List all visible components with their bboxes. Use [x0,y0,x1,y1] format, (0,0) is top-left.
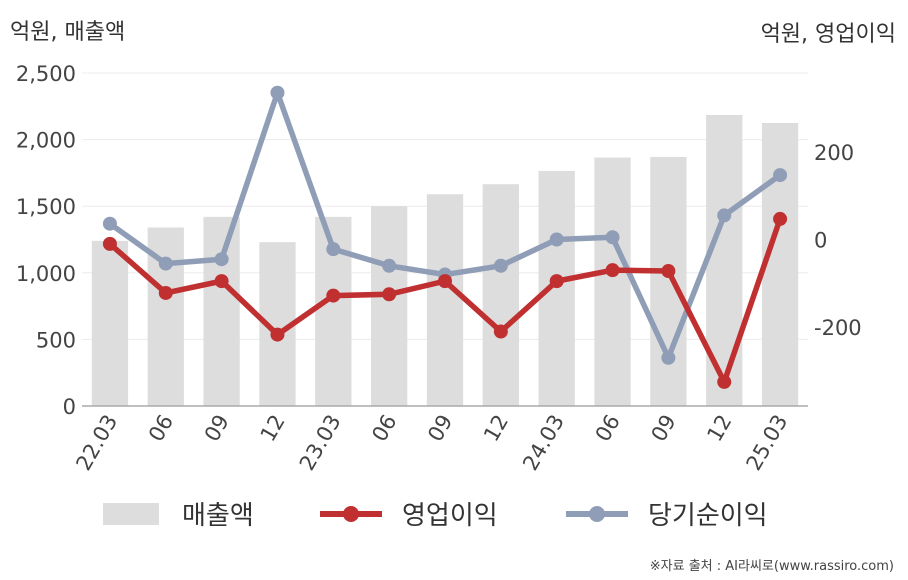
left-axis-unit-label: 억원, 매출액 [10,20,126,45]
point-operating-profit [717,374,732,389]
left-tick-label: 500 [36,328,76,352]
point-operating-profit [661,264,676,279]
right-tick-label: 200 [814,141,854,165]
point-operating-profit [438,274,452,289]
left-tick-label: 1,500 [16,195,76,219]
bar-revenue [594,157,631,406]
x-tick-label: 06 [591,411,625,446]
x-tick-label: 06 [144,411,178,446]
x-tick-label: 12 [702,411,736,446]
x-tick-label: 25.03 [742,411,793,475]
point-net-income [102,216,117,231]
bar-revenue [91,240,129,406]
legend-swatch-revenue [103,503,159,525]
right-tick-label: -200 [814,316,862,340]
bar-revenue [650,156,687,406]
point-operating-profit [382,287,397,302]
x-tick-label: 06 [367,411,401,446]
point-operating-profit [549,274,564,289]
left-tick-label: 0 [63,395,76,419]
x-tick-label: 12 [479,411,513,446]
point-operating-profit [158,285,173,300]
bar-revenue [426,194,464,406]
left-tick-label: 1,000 [16,262,76,286]
x-tick-label: 23.03 [295,411,346,475]
point-net-income [661,350,676,365]
point-operating-profit [214,274,229,289]
bar-revenue [538,170,575,406]
right-tick-label: 0 [814,229,827,253]
legend-label-revenue: 매출액 [182,501,254,531]
x-tick-label: 12 [256,411,290,446]
point-net-income [773,168,788,183]
x-tick-label: 24.03 [518,411,569,475]
x-tick-label: 09 [200,411,234,446]
point-operating-profit [493,324,508,339]
bar-revenue [761,122,799,406]
point-net-income [214,252,229,267]
point-operating-profit [326,288,341,303]
bar-revenue [371,206,408,406]
source-credit: ※자료 출처 : AI라씨로(www.rassiro.com) [649,559,894,574]
point-net-income [549,232,564,247]
point-operating-profit [270,327,285,342]
x-tick-label: 09 [647,411,681,446]
left-tick-label: 2,500 [16,62,76,86]
bar-revenue [203,216,240,406]
point-net-income [605,230,620,245]
point-net-income [717,208,732,223]
point-net-income [382,258,397,273]
left-tick-label: 2,000 [16,129,76,153]
legend-marker-net-income [589,506,605,522]
point-operating-profit [773,211,788,226]
legend-label-operating-profit: 영업이익 [402,501,498,531]
bar-revenue [482,184,519,406]
x-tick-label: 09 [423,411,457,446]
point-net-income [158,256,173,271]
point-operating-profit [102,236,117,251]
x-tick-label: 22.03 [71,411,122,475]
point-net-income [326,242,341,257]
right-axis-unit-label: 억원, 영업이익 [760,22,896,47]
point-net-income [493,258,508,273]
legend-label-net-income: 당기순이익 [648,501,768,531]
point-operating-profit [605,263,620,278]
legend-marker-operating-profit [343,506,359,522]
point-net-income [270,85,285,100]
